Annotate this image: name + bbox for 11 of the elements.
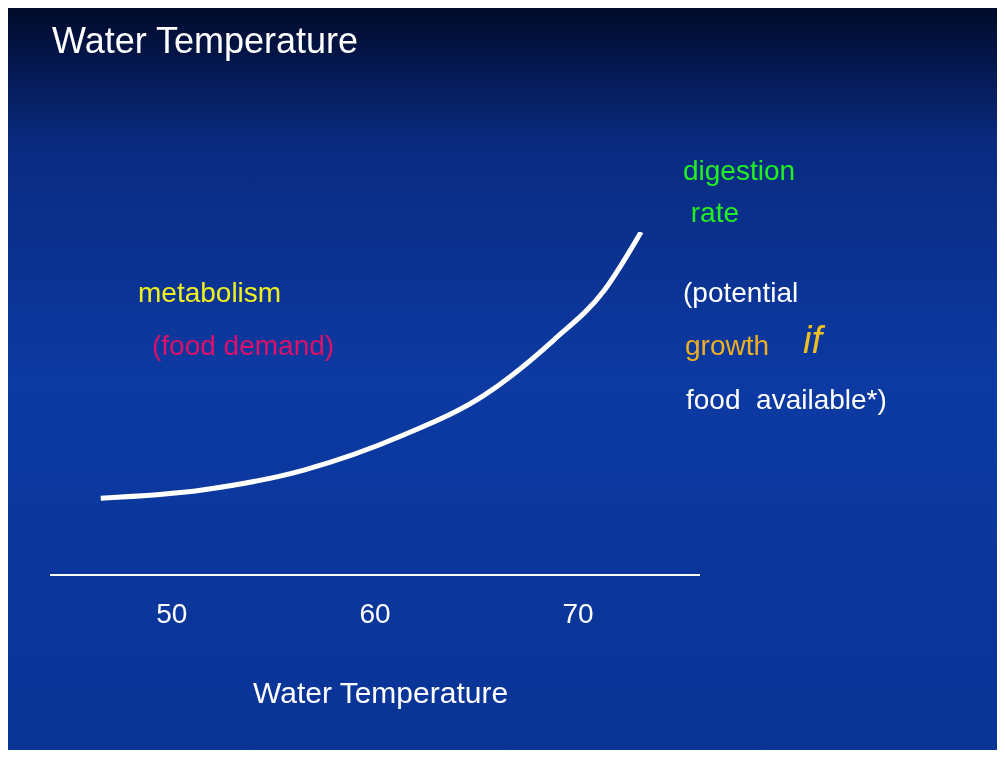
x-tick-label: 50 — [156, 597, 188, 629]
annotation: growth — [685, 329, 770, 363]
annotation: (food demand) — [152, 329, 335, 363]
x-tick-label: 70 — [562, 597, 594, 629]
x-axis-title: Water Temperature — [253, 676, 509, 710]
annotation: food available*) — [686, 383, 887, 417]
annotation: (potential — [683, 276, 799, 310]
chart-title: Water Temperature — [52, 20, 359, 62]
text: digestion rate — [683, 154, 796, 230]
x-tick-label: 60 — [359, 597, 391, 629]
annotation: metabolism — [138, 276, 282, 310]
